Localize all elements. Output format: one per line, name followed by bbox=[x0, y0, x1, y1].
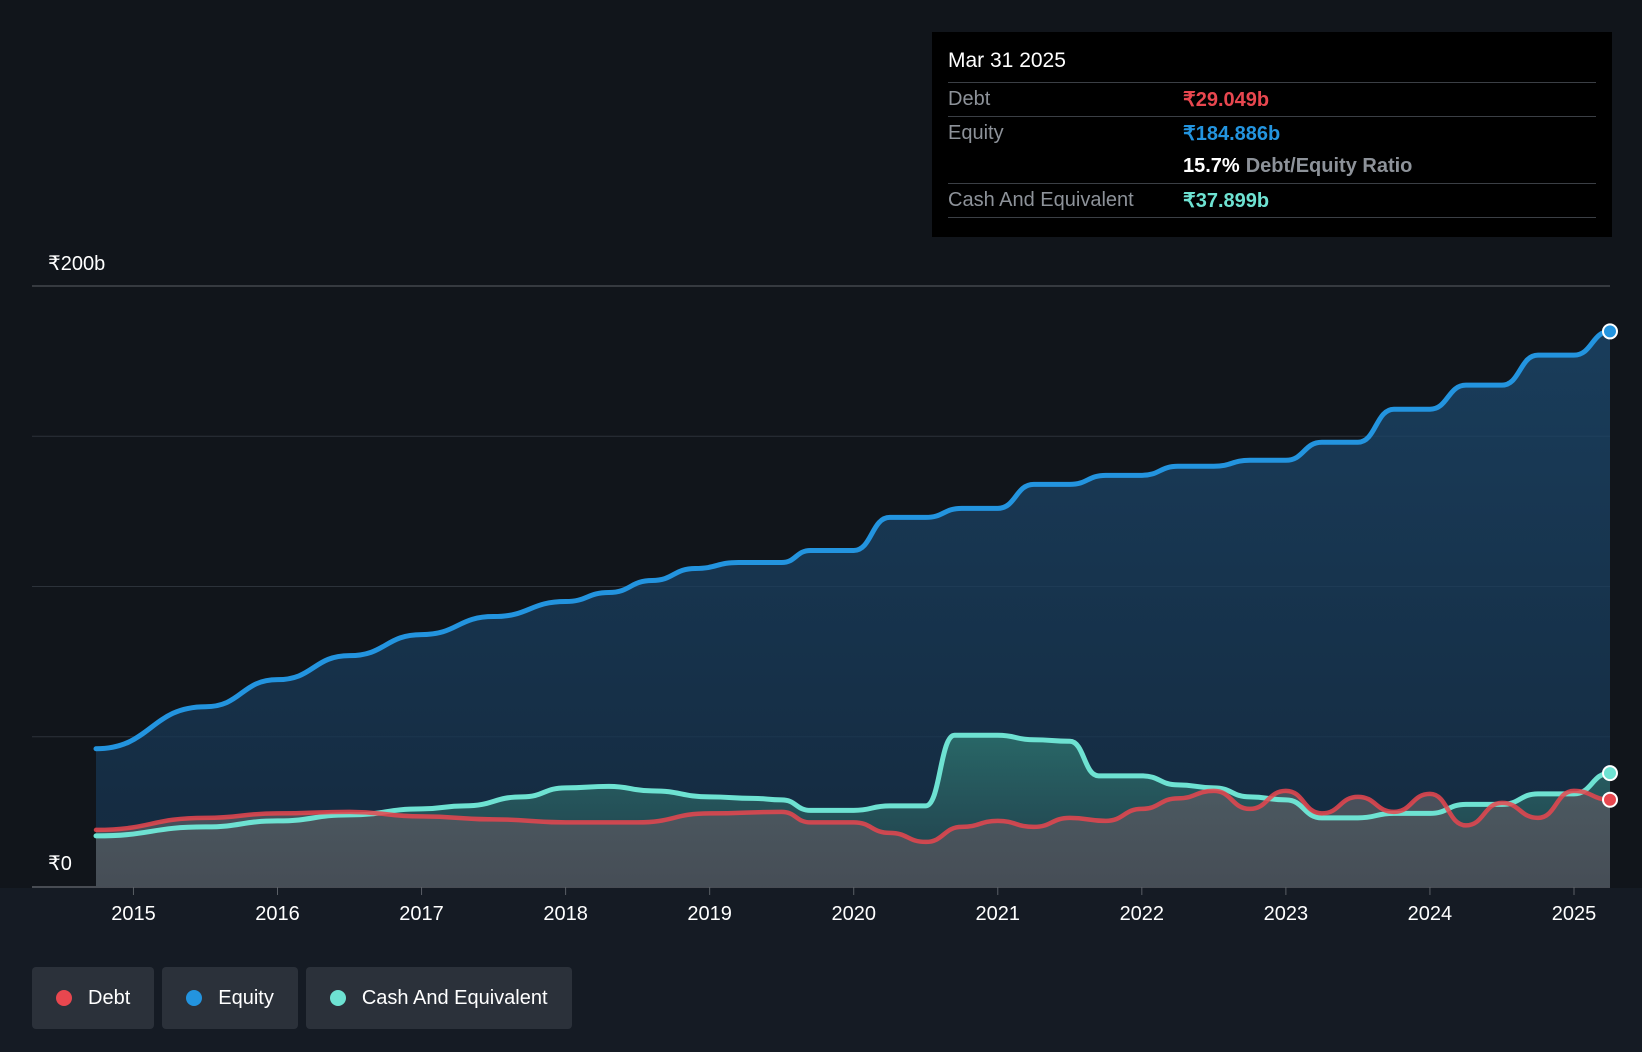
equity-line bbox=[93, 328, 1613, 752]
x-tick-label: 2017 bbox=[399, 903, 444, 925]
tooltip-debt-label: Debt bbox=[948, 88, 991, 110]
debt-endpoint bbox=[1602, 791, 1618, 808]
x-tick-label: 2021 bbox=[976, 903, 1021, 925]
x-tick-label: 2023 bbox=[1264, 903, 1309, 925]
tooltip-equity-value: ₹184.886b bbox=[1183, 123, 1281, 145]
x-tick-label: 2019 bbox=[687, 903, 732, 925]
tooltip-debt-row: Debt ₹29.049b bbox=[948, 83, 1596, 117]
tooltip-ratio-row: 15.7% Debt/Equity Ratio bbox=[948, 150, 1596, 184]
chart-legend: Debt Equity Cash And Equivalent bbox=[32, 967, 572, 1029]
x-tick-label: 2025 bbox=[1552, 903, 1597, 925]
debt-area bbox=[96, 790, 1610, 887]
legend-item-equity[interactable]: Equity bbox=[162, 967, 298, 1029]
x-tick-label: 2020 bbox=[831, 903, 876, 925]
x-tick-label: 2022 bbox=[1120, 903, 1165, 925]
equity-area bbox=[96, 331, 1610, 887]
legend-item-cash[interactable]: Cash And Equivalent bbox=[305, 967, 572, 1029]
y-axis-top-label: ₹200b bbox=[48, 253, 105, 275]
x-tick-label: 2015 bbox=[111, 903, 156, 925]
tooltip-ratio-label: Debt/Equity Ratio bbox=[1245, 155, 1413, 177]
tooltip-ratio-value: 15.7% bbox=[1183, 155, 1240, 177]
x-tick-label: 2024 bbox=[1408, 903, 1453, 925]
legend-equity-label: Equity bbox=[218, 986, 274, 1009]
legend-item-debt[interactable]: Debt bbox=[32, 967, 155, 1029]
debt-line bbox=[93, 788, 1613, 845]
x-tick-label: 2016 bbox=[255, 903, 300, 925]
tooltip-date: Mar 31 2025 bbox=[948, 46, 1596, 83]
legend-debt-label: Debt bbox=[88, 986, 131, 1009]
cash-dot-icon bbox=[329, 990, 346, 1006]
equity-dot-icon bbox=[186, 990, 203, 1006]
legend-cash-label: Cash And Equivalent bbox=[361, 986, 548, 1009]
tooltip-debt-value: ₹29.049b bbox=[1183, 89, 1270, 111]
debt-dot-icon bbox=[56, 990, 72, 1006]
tooltip-cash-label: Cash And Equivalent bbox=[948, 189, 1134, 211]
tooltip-equity-row: Equity ₹184.886b bbox=[948, 117, 1596, 150]
y-axis-bottom-label: ₹0 bbox=[48, 853, 72, 875]
cash-endpoint bbox=[1602, 765, 1618, 782]
equity-endpoint bbox=[1602, 323, 1618, 340]
tooltip-cash-row: Cash And Equivalent ₹37.899b bbox=[948, 184, 1596, 218]
x-tick-label: 2018 bbox=[543, 903, 588, 925]
tooltip-equity-label: Equity bbox=[948, 122, 1004, 144]
tooltip-cash-value: ₹37.899b bbox=[1183, 190, 1270, 212]
data-tooltip: Mar 31 2025 Debt ₹29.049b Equity ₹184.88… bbox=[932, 32, 1612, 237]
